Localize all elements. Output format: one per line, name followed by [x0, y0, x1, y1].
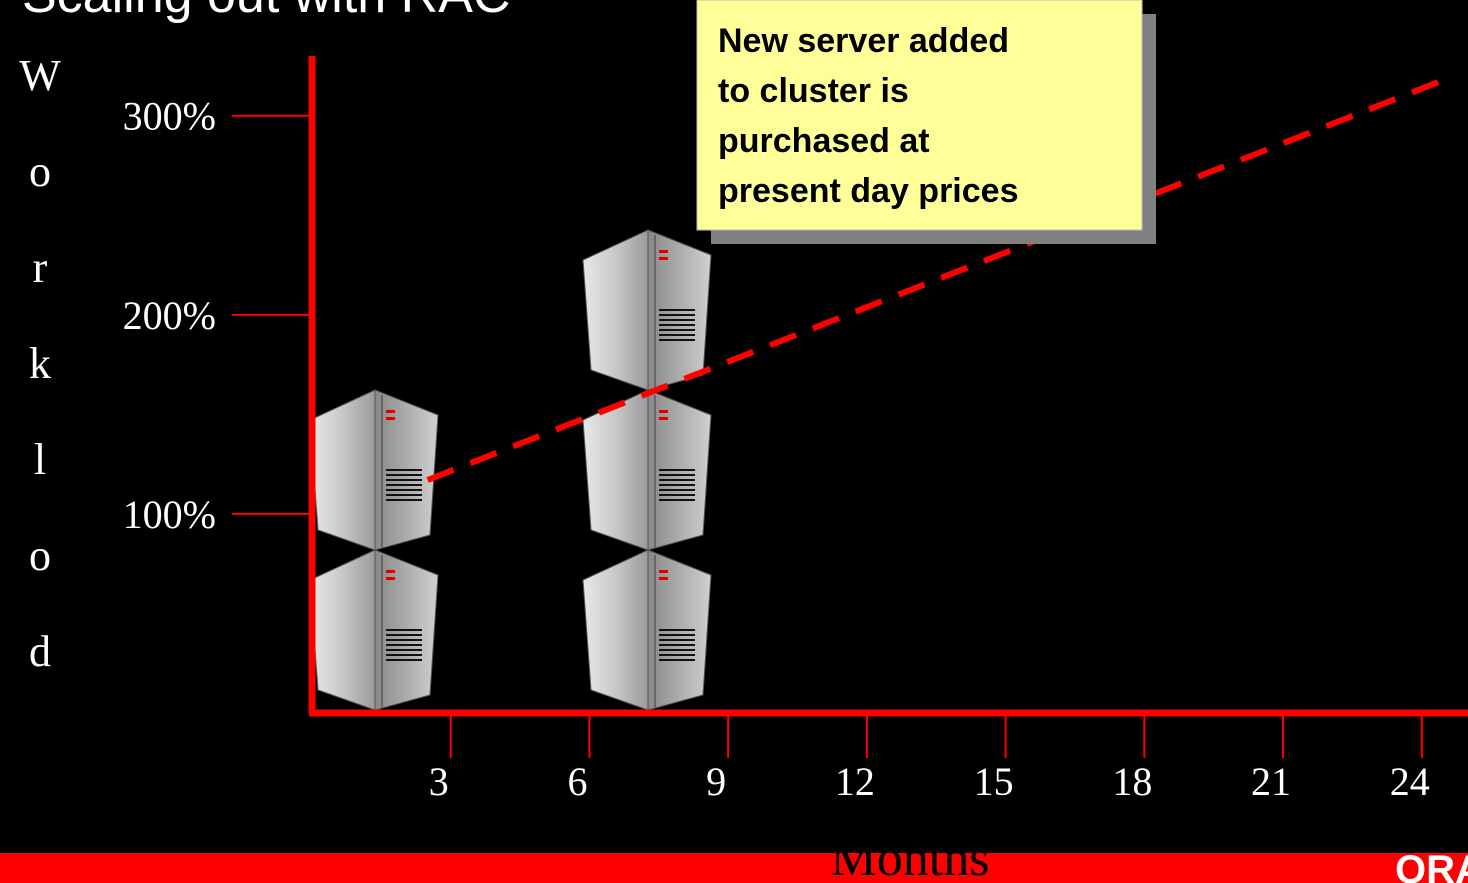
logo: ORACLE: [1395, 848, 1468, 883]
callout: New server added to cluster is purchased a…: [697, 0, 1156, 244]
callout-line: New server added: [718, 22, 1009, 60]
page: {"title": "Scaling out with RAC", "logo"…: [0, 0, 1468, 883]
x-tick-label: 24: [1390, 759, 1430, 804]
callout-line: purchased at: [718, 122, 930, 160]
x-axis-label: Months: [831, 830, 990, 883]
y-tick-label: 100%: [123, 492, 216, 537]
callout-line: present day prices: [718, 172, 1018, 210]
footer-bar: [0, 853, 1468, 883]
x-tick-label: 21: [1251, 759, 1291, 804]
server-icon: [583, 550, 711, 710]
server-icon: [310, 390, 438, 550]
y-tick-label: 300%: [123, 94, 216, 139]
x-tick-label: 12: [835, 759, 875, 804]
x-tick-label: 3: [429, 759, 449, 804]
server-icon: [583, 230, 711, 390]
x-tick-label: 6: [567, 759, 587, 804]
x-tick-label: 18: [1112, 759, 1152, 804]
y-tick-label: 200%: [123, 293, 216, 338]
callout-line: to cluster is: [718, 72, 909, 110]
server-icon: [310, 550, 438, 710]
slide: Scaling out with RAC ORACLE 100% 200% 300%…: [0, 0, 1468, 883]
slide-title: Scaling out with RAC: [22, 0, 510, 24]
x-tick-label: 9: [706, 759, 726, 804]
x-tick-label: 15: [974, 759, 1014, 804]
